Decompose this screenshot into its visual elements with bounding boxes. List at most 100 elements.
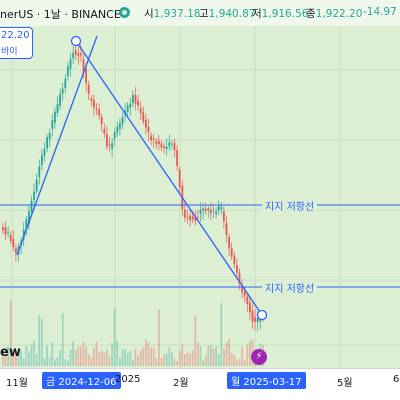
buy-price-box[interactable]: 22.20 바이 bbox=[0, 27, 33, 59]
volume-bar bbox=[215, 346, 217, 366]
lightning-icon[interactable]: ⚡ bbox=[251, 349, 267, 365]
volume-bar bbox=[233, 354, 236, 366]
candle-body bbox=[100, 116, 103, 125]
volume-bar bbox=[74, 350, 77, 366]
candle-body bbox=[204, 208, 207, 211]
candle-body bbox=[2, 226, 4, 230]
buy-price-value: 22.20 bbox=[1, 30, 30, 41]
volume-bar bbox=[168, 347, 171, 366]
tick-nov: 11월 bbox=[6, 378, 28, 389]
candle-body bbox=[256, 318, 259, 323]
volume-bar bbox=[28, 351, 30, 366]
candle-body bbox=[197, 216, 199, 218]
candle-body bbox=[134, 95, 137, 104]
trend-line-handle-start bbox=[70, 35, 82, 47]
candle-body bbox=[12, 239, 15, 248]
volume-bar bbox=[35, 353, 38, 366]
candle-body bbox=[59, 93, 61, 106]
range-start-marker[interactable]: 금 2024-12-06 bbox=[42, 372, 121, 389]
ohlc-low: 저1,916.56 bbox=[252, 8, 309, 20]
volume-bar bbox=[61, 313, 64, 366]
tick-feb: 2월 bbox=[173, 378, 189, 389]
volume-bar bbox=[98, 352, 100, 366]
volume-bar bbox=[30, 344, 33, 366]
candle-body bbox=[150, 135, 152, 141]
volume-bar bbox=[134, 349, 137, 366]
support-line-label-upper[interactable]: 지지 저항선 bbox=[262, 198, 318, 213]
candle-body bbox=[145, 119, 147, 128]
volume-bar bbox=[165, 353, 168, 366]
volume-bar bbox=[142, 347, 145, 366]
trend-line-down bbox=[75, 40, 263, 316]
volume-bar bbox=[171, 351, 173, 366]
candle-body bbox=[194, 217, 197, 221]
candle-body bbox=[93, 99, 95, 108]
candle-body bbox=[147, 126, 150, 133]
chart-area[interactable] bbox=[0, 0, 400, 368]
tick-jun: 6 bbox=[393, 374, 400, 385]
volume-bar bbox=[178, 351, 181, 366]
time-axis[interactable]: 11월 금 2024-12-06 2025 2월 월 2025-03-17 5월… bbox=[0, 368, 400, 391]
candle-body bbox=[238, 273, 241, 284]
candle-body bbox=[64, 78, 67, 89]
price-chart[interactable] bbox=[0, 0, 400, 368]
candle-body bbox=[158, 140, 160, 145]
candle-body bbox=[199, 209, 202, 214]
volume-bar bbox=[139, 350, 142, 366]
candle-body bbox=[95, 107, 98, 110]
candle-body bbox=[43, 148, 46, 156]
candle-body bbox=[139, 108, 142, 114]
candle-body bbox=[108, 144, 111, 146]
volume-bar bbox=[59, 350, 61, 366]
volume-bar bbox=[46, 345, 48, 366]
volume-bar bbox=[38, 315, 41, 366]
volume-bar bbox=[228, 339, 230, 366]
chart-grid bbox=[0, 26, 400, 368]
tradingview-logo[interactable]: ew bbox=[0, 345, 21, 360]
candle-body bbox=[116, 126, 119, 133]
tick-2025: 2025 bbox=[115, 374, 141, 385]
volume-bar bbox=[191, 349, 194, 366]
candle-body bbox=[69, 59, 72, 69]
volume-bar bbox=[236, 359, 238, 366]
candle-body bbox=[207, 208, 210, 211]
drawings bbox=[0, 35, 400, 321]
volume-bar bbox=[108, 355, 111, 366]
bottom-strip bbox=[0, 391, 400, 400]
candle-body bbox=[155, 141, 158, 145]
candle-body bbox=[4, 227, 7, 235]
volume-bar bbox=[43, 358, 46, 366]
candle-body bbox=[82, 59, 85, 73]
volume-bar bbox=[155, 358, 158, 366]
volume-bar bbox=[124, 349, 126, 366]
volume-bar bbox=[93, 347, 95, 366]
volume-bar bbox=[33, 340, 35, 366]
volume-bar bbox=[106, 349, 108, 366]
volume-bar bbox=[7, 346, 9, 366]
volume-bar bbox=[202, 360, 204, 366]
candle-body bbox=[103, 128, 106, 134]
candle-body bbox=[152, 138, 155, 140]
candle-body bbox=[33, 191, 35, 200]
volume-bar bbox=[147, 342, 150, 366]
volume-bar bbox=[77, 347, 80, 366]
volume-bar bbox=[207, 345, 210, 366]
support-line-label-lower[interactable]: 지지 저항선 bbox=[262, 280, 318, 295]
candle-body bbox=[254, 317, 256, 322]
candle-body bbox=[142, 112, 145, 122]
candle-body bbox=[178, 169, 181, 187]
tick-may: 5월 bbox=[337, 378, 353, 389]
candle-body bbox=[25, 219, 28, 231]
volume-bar bbox=[150, 347, 152, 366]
symbol-title[interactable]: nerUS · 1날 · BINANCE bbox=[0, 8, 121, 21]
market-status-icon[interactable] bbox=[119, 7, 130, 18]
volume-bar bbox=[176, 360, 178, 366]
candle-body bbox=[126, 105, 129, 112]
candle-body bbox=[56, 104, 59, 114]
range-end-marker[interactable]: 월 2025-03-17 bbox=[227, 372, 306, 389]
buy-price-label: 바이 bbox=[1, 47, 18, 57]
candle-body bbox=[61, 88, 64, 94]
volume-bar bbox=[212, 348, 215, 366]
trend-line-handle-end bbox=[256, 309, 268, 321]
volume-bar bbox=[129, 351, 132, 366]
